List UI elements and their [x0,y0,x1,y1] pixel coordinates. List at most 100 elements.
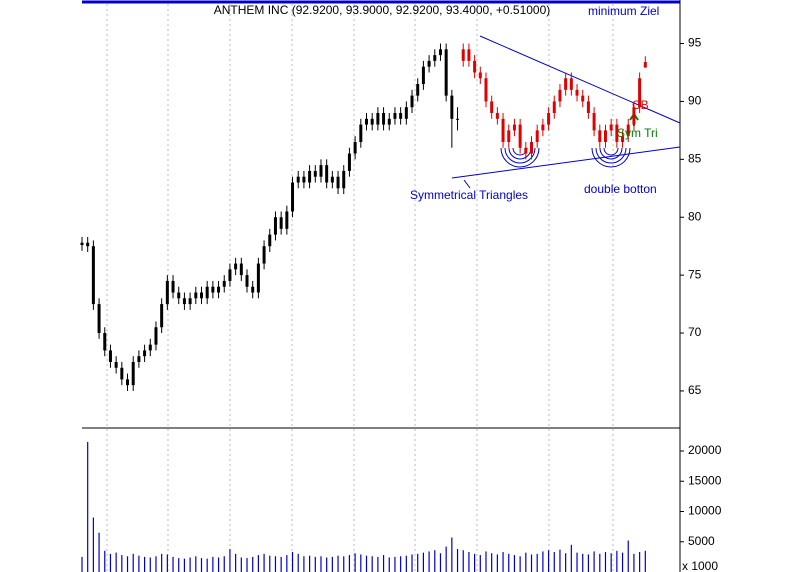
candle-body [165,280,169,305]
candle-body [97,304,101,334]
y-tick-label: 5000 [688,534,715,548]
candle-body [456,118,460,120]
annotation: CB [632,98,649,112]
candle-body [291,182,295,212]
candle-body [376,113,380,125]
candle-body [177,292,181,299]
candle-body [205,286,209,299]
candle-body [552,101,556,114]
candle-body [365,118,368,125]
candle-body [547,113,551,125]
annotation: double botton [584,182,657,196]
candle-body [427,60,431,67]
candle-body [308,170,312,183]
candle-body [535,130,539,142]
candle-body [131,361,135,386]
candle-body [558,89,562,102]
candle-body [450,95,454,119]
candle-body [182,298,186,305]
candle-body [188,298,192,305]
candle-body [495,113,499,119]
candle-body [285,211,289,229]
candle-body [586,101,590,114]
y-tick-label: 70 [688,325,702,339]
candle-body [518,124,522,148]
candle-body [137,356,141,362]
candle-body [234,263,238,270]
y-tick-label: 85 [688,152,702,166]
candle-body [621,136,625,142]
candle-body [359,124,363,142]
double-bottom-arc [591,147,631,168]
candle-body [268,234,272,247]
y-tick-label: 90 [688,94,702,108]
x-grid [106,4,614,572]
candle-body [103,333,107,351]
candle-body [160,304,164,328]
candle-body [626,124,630,137]
candle-body [171,280,175,293]
candle-body [296,176,300,183]
candle-body [444,49,448,96]
double-bottom-arc [500,147,540,168]
candle-body [262,246,266,264]
candle-body [222,280,226,287]
annotation: minimum Ziel [588,4,659,18]
candle-body [245,275,249,287]
candle-body [154,327,158,345]
candle-body [330,176,334,183]
candle-body [211,286,215,293]
candle-body [603,130,607,142]
candle-body [108,350,112,362]
candle-body [91,246,95,305]
candle-body [410,95,414,108]
unit-label: x 1000 [682,559,718,572]
annotation: Sym Tri [617,126,658,140]
chart-title: ANTHEM INC (92.9200, 93.9000, 92.9200, 9… [214,3,551,17]
candle-body [347,153,351,171]
candle-body [279,217,283,229]
candle-body [569,78,573,90]
candle-body [404,107,408,119]
candle-body [199,292,203,299]
candle-body [399,113,403,119]
candle-body [342,170,346,189]
candle-body [512,124,516,131]
candle-body [387,118,391,125]
candle-body [416,84,420,96]
candle-body [114,361,118,368]
candle-body [86,242,90,247]
candle-body [228,269,232,281]
candle-body [524,147,528,154]
candle-body [643,62,647,68]
candle-body [467,49,471,61]
candle-body [319,165,323,177]
candle-body [615,124,619,142]
y-tick-label: 75 [688,267,702,281]
candle-body [217,286,221,293]
candle-body [325,165,329,183]
candle-body [478,72,482,79]
annotation: Symmetrical Triangles [410,188,528,202]
y-tick-label: 20000 [688,443,722,457]
candle-body [421,66,425,85]
candle-body [433,55,437,61]
candle-body [120,367,124,380]
candle-body [336,176,340,189]
candle-body [273,217,277,235]
candle-body [302,176,306,183]
trendline [479,35,681,124]
candle-body [632,107,636,125]
candle-body [638,78,642,108]
y-tick-label: 10000 [688,504,722,518]
candle-body [473,60,477,73]
candle-body [382,113,386,125]
candle-body [313,170,317,177]
candle-body [370,118,374,125]
candle-body [598,130,602,142]
candle-body [256,263,260,293]
candle-body [490,101,494,114]
candle-body [530,141,534,154]
